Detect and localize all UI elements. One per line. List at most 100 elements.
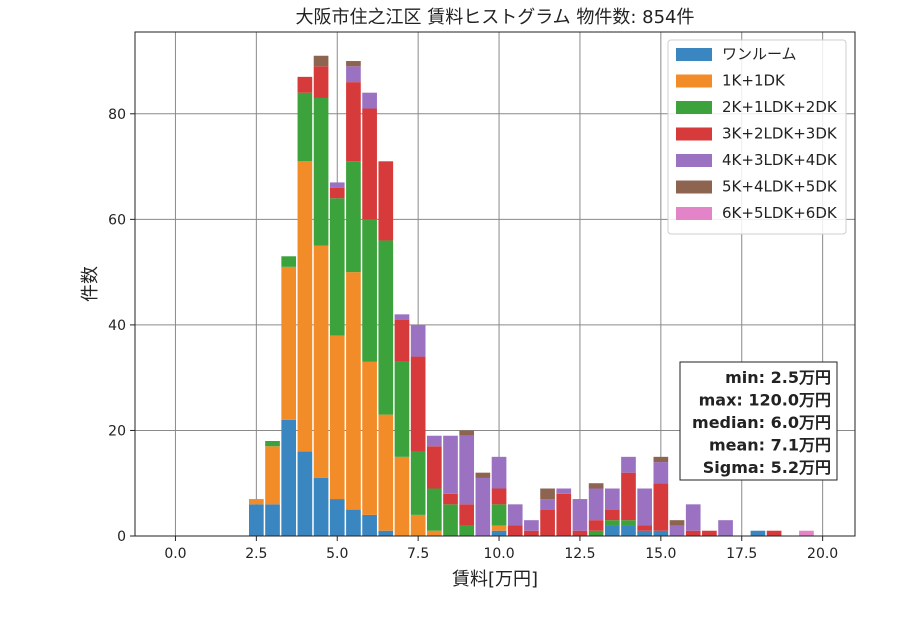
bar-segment — [669, 520, 685, 526]
bars-layer — [249, 55, 814, 536]
legend-swatch — [676, 180, 712, 194]
bar-segment — [265, 446, 280, 505]
bar-segment — [281, 266, 297, 420]
bar-segment — [507, 504, 523, 526]
bar-segment — [313, 66, 329, 98]
bar-segment — [491, 504, 507, 526]
bar-segment — [588, 483, 604, 489]
bar-segment — [329, 198, 345, 336]
bar-segment — [669, 525, 685, 536]
bar-segment — [346, 509, 361, 536]
ticks-layer: 0.0 2.5 5.0 7.5 10.0 12.5 15.0 17.5 20.0 0 20 40 60 8… — [108, 107, 838, 562]
bar-segment — [346, 61, 361, 67]
bar-segment — [297, 161, 313, 452]
bar-segment — [750, 530, 766, 536]
bar-segment — [718, 520, 733, 536]
x-tick-label: 7.5 — [407, 546, 429, 562]
bar-segment — [702, 530, 717, 536]
bar-segment — [362, 92, 377, 109]
bar-segment — [572, 499, 588, 531]
bar-segment — [459, 430, 475, 436]
bar-segment — [426, 530, 442, 536]
bar-segment — [426, 435, 442, 447]
bar-segment — [556, 493, 572, 536]
bar-segment — [685, 530, 701, 536]
bar-segment — [653, 456, 669, 463]
y-tick-label: 40 — [108, 318, 126, 334]
bar-segment — [378, 414, 394, 531]
legend-swatch — [676, 48, 712, 61]
bar-segment — [362, 219, 377, 362]
bar-segment — [426, 446, 442, 489]
stats-line: max: 120.0万円 — [699, 391, 831, 410]
legend-swatch — [676, 127, 712, 141]
y-tick-label: 80 — [108, 107, 126, 123]
bar-segment — [637, 530, 653, 536]
legend-box — [667, 39, 847, 235]
bar-segment — [604, 520, 620, 526]
bar-segment — [410, 451, 426, 515]
legend-label: 1K+1DK — [722, 72, 786, 90]
bar-segment — [410, 324, 426, 357]
bar-segment — [572, 530, 588, 536]
bar-segment — [459, 525, 475, 536]
bar-segment — [443, 504, 458, 536]
bar-segment — [313, 477, 329, 536]
x-tick-label: 12.5 — [564, 546, 595, 562]
legend: ワンルーム 1K+1DK 2K+1LDK+2DK 3K+2LDK+3DK 4K+3LDK… — [667, 39, 847, 235]
bar-segment — [491, 525, 507, 531]
bar-segment — [362, 361, 377, 515]
legend-label: 2K+1LDK+2DK — [722, 98, 838, 116]
bar-segment — [410, 514, 426, 536]
bar-segment — [604, 525, 620, 536]
stats-line: mean: 7.1万円 — [709, 436, 831, 455]
y-tick-label: 20 — [108, 423, 126, 439]
bar-segment — [475, 477, 491, 536]
bar-segment — [329, 182, 345, 188]
bar-segment — [540, 499, 555, 510]
bar-segment — [475, 472, 491, 478]
chart-title: 大阪市住之江区 賃料ヒストグラム 物件数: 854件 — [295, 7, 694, 28]
bar-segment — [524, 520, 539, 531]
bar-segment — [378, 161, 394, 241]
bar-segment — [637, 525, 653, 531]
bar-segment — [394, 314, 410, 320]
bar-segment — [621, 520, 636, 526]
bar-segment — [588, 488, 604, 521]
bar-segment — [540, 488, 555, 500]
bar-segment — [313, 55, 329, 67]
bar-segment — [491, 488, 507, 505]
bar-segment — [394, 319, 410, 362]
x-tick-label: 17.5 — [726, 546, 757, 562]
bar-segment — [249, 499, 264, 505]
bar-segment — [621, 472, 636, 521]
bar-segment — [685, 504, 701, 531]
bar-segment — [329, 335, 345, 500]
bar-segment — [281, 419, 297, 536]
bar-segment — [799, 530, 814, 536]
legend-swatch — [676, 207, 712, 220]
bar-segment — [297, 451, 313, 536]
x-axis-label: 賃料[万円] — [452, 569, 538, 590]
bar-segment — [459, 504, 475, 526]
bar-segment — [766, 530, 782, 536]
bar-segment — [637, 488, 653, 526]
bar-segment — [265, 441, 280, 447]
bar-segment — [653, 530, 669, 536]
stats-line: min: 2.5万円 — [725, 368, 831, 387]
bar-segment — [297, 92, 313, 162]
x-tick-label: 0.0 — [164, 546, 186, 562]
x-tick-label: 10.0 — [483, 546, 514, 562]
bar-segment — [378, 530, 394, 536]
bar-segment — [265, 504, 280, 536]
stats-line: Sigma: 5.2万円 — [703, 458, 831, 477]
bar-segment — [329, 187, 345, 199]
bar-segment — [621, 525, 636, 536]
bar-segment — [329, 499, 345, 536]
bar-segment — [621, 456, 636, 473]
bar-segment — [378, 240, 394, 415]
legend-label: ワンルーム — [722, 45, 797, 63]
x-tick-label: 2.5 — [245, 546, 267, 562]
